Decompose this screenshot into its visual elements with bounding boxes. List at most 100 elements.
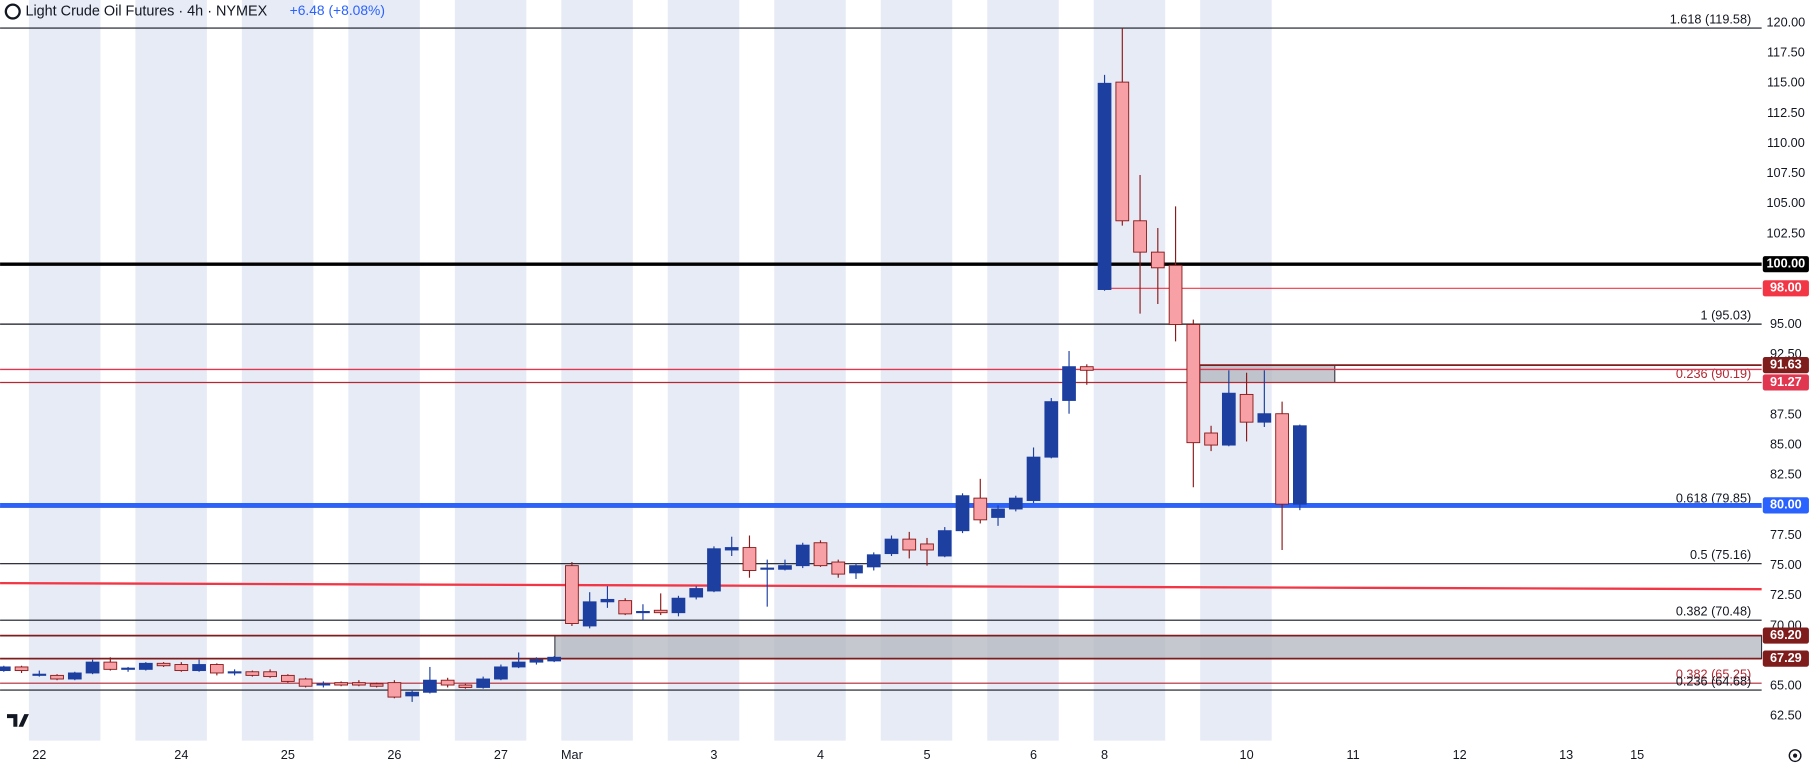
y-tick-label: 95.00 <box>1770 317 1802 331</box>
y-tick-label: 115.00 <box>1767 76 1805 90</box>
fib-label: 0.5 (75.16) <box>1690 548 1751 562</box>
candle-body <box>121 667 135 670</box>
candle-body <box>671 597 686 614</box>
x-tick-label: 25 <box>281 748 295 762</box>
day-band <box>454 0 527 741</box>
y-tick-label: 75.00 <box>1770 558 1802 572</box>
candle-body <box>636 611 650 614</box>
candle-body <box>0 666 11 672</box>
fib-label: 0.382 (70.48) <box>1676 604 1751 618</box>
candle-body <box>192 664 206 672</box>
candle-body <box>1204 432 1218 446</box>
candle-body <box>689 588 704 598</box>
candle-body <box>529 659 544 663</box>
x-tick-label: 11 <box>1347 748 1360 762</box>
day-band <box>880 0 953 741</box>
y-tick-label: 77.50 <box>1770 528 1802 542</box>
candle-body <box>369 683 384 687</box>
candle-body <box>138 662 153 670</box>
x-tick-label: 15 <box>1630 748 1644 762</box>
candle-body <box>352 682 366 686</box>
candle-body <box>1044 401 1059 458</box>
day-band <box>241 0 314 741</box>
x-tick-label: 8 <box>1101 748 1108 762</box>
price-label-box <box>1762 280 1809 297</box>
price-label-box <box>1762 374 1809 391</box>
candle-body <box>813 542 828 567</box>
y-tick-label: 82.50 <box>1770 468 1802 482</box>
candle-body <box>866 554 881 568</box>
price-label: 91.27 <box>1770 375 1802 389</box>
fib-label: 0.236 (64.68) <box>1676 674 1751 688</box>
day-band <box>987 0 1059 741</box>
chart-title[interactable]: Light Crude Oil Futures · 4h · NYMEX <box>25 3 267 19</box>
y-tick-label: 102.50 <box>1766 226 1805 240</box>
candle-body <box>174 664 189 672</box>
candle-body <box>1026 456 1041 502</box>
candle-body <box>227 671 242 674</box>
candle-body <box>50 674 64 680</box>
candle-body <box>991 508 1005 518</box>
candle-body <box>14 666 29 672</box>
candle-body <box>494 666 508 680</box>
candle-body <box>85 661 100 674</box>
candle-body <box>1168 264 1183 325</box>
price-change: +6.48 (+8.08%) <box>290 2 385 18</box>
price-label: 98.00 <box>1770 281 1802 295</box>
candle-body <box>458 684 473 688</box>
x-tick-label: 5 <box>923 748 930 762</box>
price-label: 91.63 <box>1770 357 1802 371</box>
y-tick-label: 87.50 <box>1770 407 1802 421</box>
candle-body <box>298 678 313 687</box>
x-tick-label: 26 <box>387 748 401 762</box>
candle-body <box>209 664 224 674</box>
candle-body <box>724 547 739 551</box>
candle-body <box>1062 366 1076 401</box>
candle-body <box>831 561 846 575</box>
candle-body <box>245 671 260 676</box>
candle-body <box>795 544 810 567</box>
gear[interactable] <box>1788 749 1802 763</box>
y-tick-label: 110.00 <box>1767 136 1805 150</box>
candle-body <box>387 682 402 698</box>
y-tick-label: 62.50 <box>1770 709 1802 723</box>
candle-body <box>849 565 863 574</box>
y-tick-label: 105.00 <box>1766 196 1805 210</box>
candle-body <box>1115 81 1130 222</box>
candle-body <box>423 679 437 693</box>
candle-body <box>600 598 615 603</box>
x-tick-label: 4 <box>817 748 824 762</box>
candle-body <box>547 656 562 662</box>
candle-body <box>1275 413 1289 505</box>
candle-body <box>760 567 775 570</box>
y-tick-label: 85.00 <box>1770 437 1802 451</box>
price-label-box <box>1762 627 1809 644</box>
candle-body <box>618 600 633 615</box>
symbol-header: Light Crude Oil Futures · 4h · NYMEX +6.… <box>4 2 385 20</box>
plot: 1.618 (119.58) 1 (95.03) 0.236 (90.19) 0.61… <box>0 12 1763 702</box>
candle-body <box>1239 393 1254 423</box>
x-tick-label: 12 <box>1453 748 1467 762</box>
x-tick-label: 6 <box>1030 748 1037 762</box>
settings-icon[interactable] <box>1788 749 1802 763</box>
fib-label: 1 (95.03) <box>1701 308 1752 322</box>
x-tick-label: 22 <box>32 748 46 762</box>
price-label: 80.00 <box>1770 498 1802 512</box>
candle-body <box>920 543 934 551</box>
candle-body <box>156 662 171 667</box>
fib-label: 0.236 (90.19) <box>1676 367 1751 381</box>
candle-body <box>1292 425 1307 505</box>
candle-body <box>707 548 721 592</box>
candle-body <box>67 672 82 680</box>
price-label: 67.29 <box>1770 651 1802 665</box>
tv-logo <box>6 714 29 727</box>
y-tick-label: 107.50 <box>1766 166 1805 180</box>
candle-body <box>955 495 970 532</box>
candle-body <box>476 678 491 688</box>
day-band <box>348 0 420 741</box>
candle-body <box>334 682 348 686</box>
candle-body <box>937 530 952 557</box>
x-tick-label: 24 <box>174 748 188 762</box>
y-tick-label: 120.00 <box>1766 15 1805 29</box>
